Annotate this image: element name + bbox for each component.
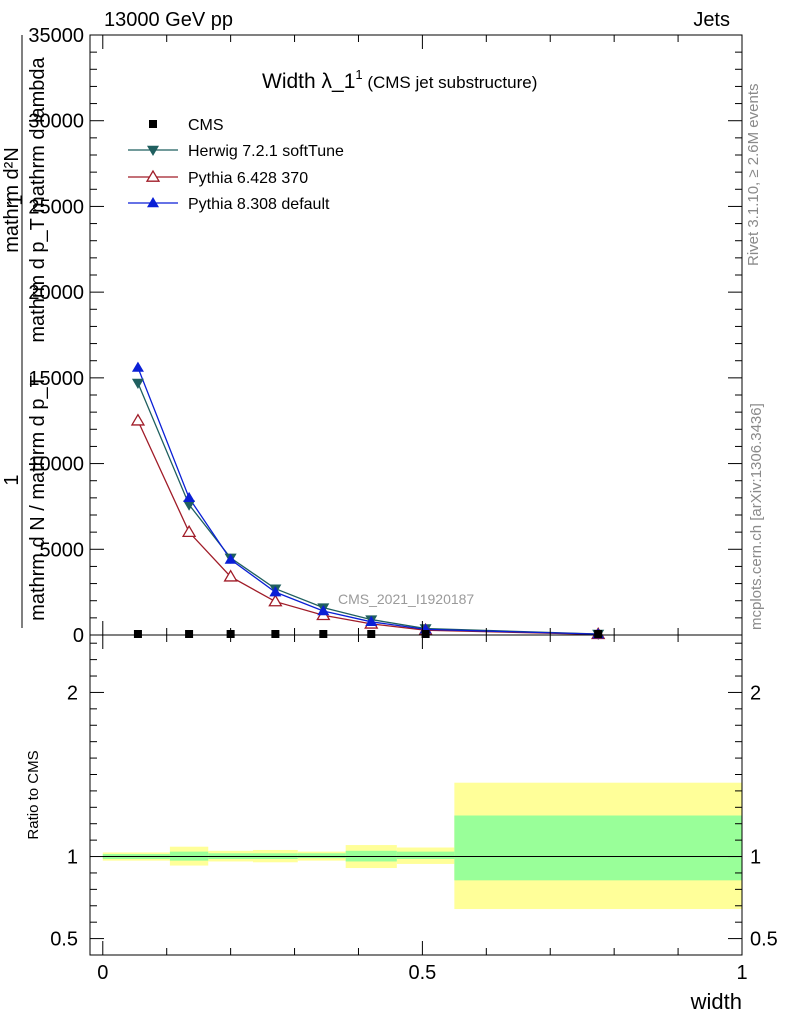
main-ytick-label-4: 20000 xyxy=(28,282,84,304)
cms-point-3 xyxy=(271,630,280,638)
xtick-label-2: 1 xyxy=(736,962,747,984)
legend-marker-2 xyxy=(145,169,161,182)
series-3-point-1 xyxy=(183,491,196,503)
ratio-inner-band-4 xyxy=(297,853,346,859)
legend-label-1: Herwig 7.2.1 softTune xyxy=(188,143,344,160)
ratio-y-axis-label: Ratio to CMS xyxy=(25,750,42,839)
cms-point-4 xyxy=(319,630,328,638)
legend-marker-3 xyxy=(147,197,159,208)
header-analysis-tag: Jets xyxy=(693,9,730,31)
y-axis-label-outer-numerator-1: 1 xyxy=(1,474,23,485)
main-ytick-label-7: 35000 xyxy=(28,25,84,47)
analysis-watermark: CMS_2021_I1920187 xyxy=(338,591,474,607)
chart-title-sup: 1 xyxy=(355,67,362,82)
main-ytick-label-6: 30000 xyxy=(28,111,84,133)
legend-marker-0 xyxy=(149,120,157,128)
y-axis-label-prefix-numerator: 1 xyxy=(5,194,27,205)
x-axis-label: width xyxy=(690,989,742,1014)
chart-title: Width λ_11 (CMS jet substructure) xyxy=(262,67,537,93)
xtick-label-0: 0 xyxy=(97,962,108,984)
cms-point-5 xyxy=(367,630,376,638)
ratio-ytick-label-right-0: 0.5 xyxy=(750,929,778,951)
ratio-panel-frame xyxy=(89,634,743,956)
series-3-point-5 xyxy=(365,615,378,626)
legend-label-0: CMS xyxy=(188,117,224,134)
header-process: 13000 GeV pp xyxy=(104,9,233,31)
ratio-ytick-label-0: 0.5 xyxy=(50,929,78,951)
legend-marker-1 xyxy=(147,145,159,156)
series-3-point-2 xyxy=(224,553,237,564)
series-1-point-1 xyxy=(183,500,196,511)
series-2-point-0 xyxy=(130,413,146,426)
chart-title-subtitle: (CMS jet substructure) xyxy=(363,73,538,92)
cms-point-1 xyxy=(185,630,194,638)
ratio-inner-band-7 xyxy=(454,815,742,881)
main-ytick-label-3: 15000 xyxy=(28,368,84,390)
main-ytick-label-0: 0 xyxy=(73,625,84,647)
series-3-point-3 xyxy=(269,586,282,597)
ratio-ytick-label-2: 2 xyxy=(67,682,78,704)
cms-point-6 xyxy=(421,630,430,638)
ratio-ytick-label-1: 1 xyxy=(67,847,78,869)
cms-point-0 xyxy=(133,630,142,638)
series-2-point-1 xyxy=(181,524,197,537)
main-ytick-label-1: 5000 xyxy=(40,539,85,561)
mcplots-reference-label: mcplots.cern.ch [arXiv:1306.3436] xyxy=(748,403,765,630)
series-line-2 xyxy=(137,420,599,635)
main-ytick-label-5: 25000 xyxy=(28,196,84,218)
cms-point-7 xyxy=(594,630,603,638)
series-2-point-3 xyxy=(268,594,283,607)
y-axis-label-prefix-denominator: mathrm d N / mathrm d p_T xyxy=(27,375,49,621)
series-3-point-4 xyxy=(317,605,330,616)
rivet-version-label: Rivet 3.1.10, ≥ 2.6M events xyxy=(745,83,762,267)
y-axis-label-numerator: mathrm d²N xyxy=(1,147,23,253)
series-2-point-2 xyxy=(223,569,238,582)
ratio-ytick-label-right-2: 2 xyxy=(750,682,761,704)
legend-label-2: Pythia 6.428 370 xyxy=(188,170,308,187)
series-3-point-0 xyxy=(131,361,144,372)
series-line-3 xyxy=(137,367,599,635)
legend-label-3: Pythia 8.308 default xyxy=(188,196,330,213)
series-line-1 xyxy=(137,382,599,635)
xtick-label-1: 0.5 xyxy=(408,962,436,984)
chart-title-main: Width λ_1 xyxy=(262,70,355,93)
series-1-point-0 xyxy=(131,378,144,389)
y-axis-label-denominator: mathrm d p_T mathrm d lambda xyxy=(27,56,49,342)
main-ytick-label-2: 10000 xyxy=(28,454,84,476)
ratio-ytick-label-right-1: 1 xyxy=(750,847,761,869)
ratio-inner-band-6 xyxy=(396,851,455,859)
